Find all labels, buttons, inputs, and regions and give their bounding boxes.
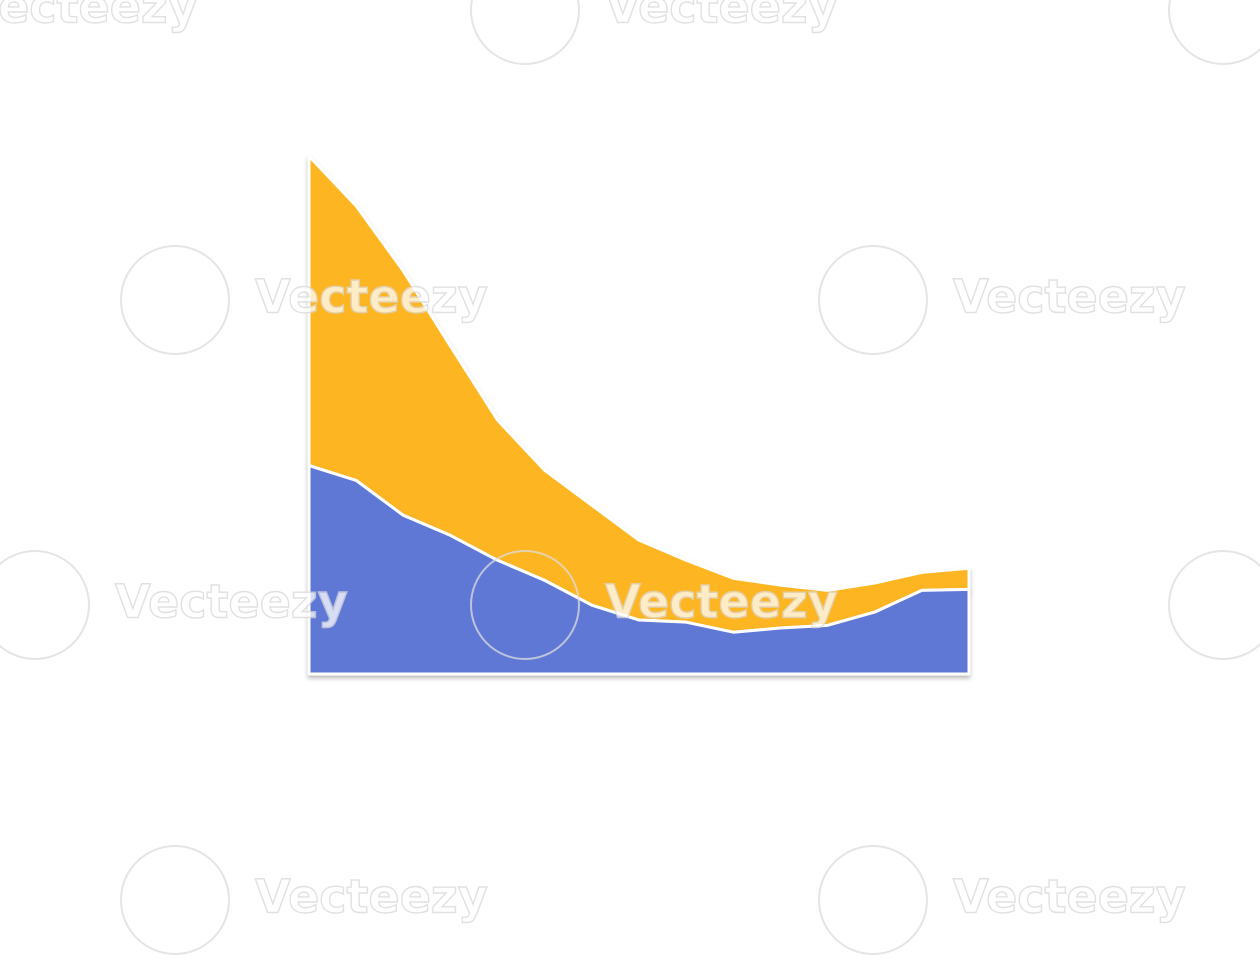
- watermark-logo: [1168, 550, 1260, 660]
- watermark-logo: [0, 550, 90, 660]
- watermark-text: Vecteezy: [115, 575, 348, 629]
- watermark-logo: [470, 550, 580, 660]
- watermark-logo: [470, 0, 580, 65]
- watermark-logo: [1168, 0, 1260, 65]
- watermark-text: Vecteezy: [0, 0, 198, 34]
- watermark-logo: [120, 845, 230, 955]
- watermark-text: Vecteezy: [255, 270, 488, 324]
- watermark-logo: [818, 245, 928, 355]
- watermarks: Vecteezy Vecteezy Vecteezy Vecteezy Vecteezy…: [0, 0, 1260, 955]
- watermark-logo: [818, 845, 928, 955]
- watermark-text: Vecteezy: [255, 870, 488, 924]
- watermark-text: Vecteezy: [953, 270, 1186, 324]
- watermark-text: Vecteezy: [605, 575, 838, 629]
- watermark-logo: [120, 245, 230, 355]
- watermark-text: Vecteezy: [953, 870, 1186, 924]
- watermark-text: Vecteezy: [605, 0, 838, 34]
